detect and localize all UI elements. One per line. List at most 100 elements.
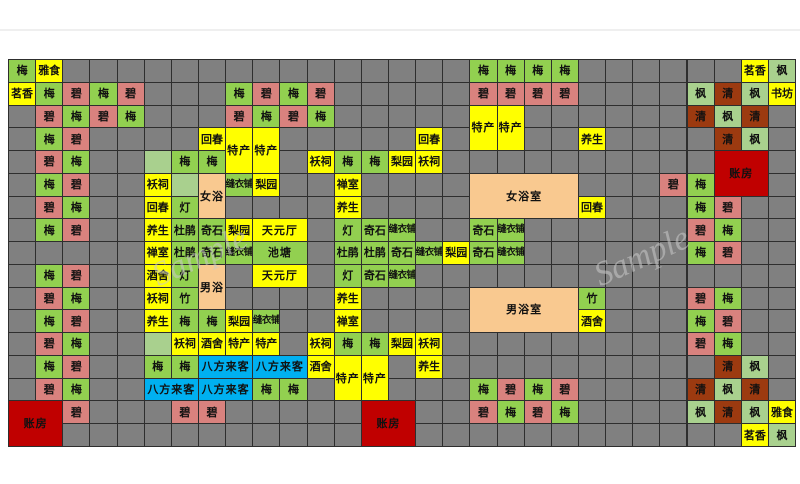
empty-cell[interactable] <box>659 241 688 265</box>
empty-cell[interactable] <box>415 263 444 288</box>
empty-cell[interactable] <box>577 400 607 425</box>
empty-cell[interactable] <box>415 104 444 129</box>
empty-cell[interactable] <box>659 400 688 425</box>
empty-cell[interactable] <box>197 104 227 129</box>
grid-cell[interactable]: 梅 <box>713 286 742 311</box>
empty-cell[interactable] <box>496 263 525 288</box>
grid-cell[interactable]: 梅 <box>62 377 91 402</box>
grid-cell[interactable]: 梨园 <box>442 241 471 265</box>
grid-cell[interactable]: 碧 <box>523 81 552 106</box>
empty-cell[interactable] <box>605 400 634 425</box>
grid-cell[interactable]: 梅 <box>62 104 91 129</box>
empty-cell[interactable] <box>116 423 145 447</box>
grid-cell[interactable]: 袄祠 <box>143 286 172 311</box>
empty-cell[interactable] <box>442 172 471 197</box>
grid-cell[interactable]: 清 <box>740 104 769 129</box>
grid-cell[interactable]: 茗香 <box>740 59 769 83</box>
empty-cell[interactable] <box>632 400 661 425</box>
empty-cell[interactable] <box>605 81 634 106</box>
empty-cell[interactable] <box>387 127 417 152</box>
empty-cell[interactable] <box>8 127 37 152</box>
grid-cell[interactable]: 梅 <box>252 377 281 402</box>
grid-cell[interactable]: 养生 <box>143 218 172 243</box>
grid-cell[interactable]: 梅 <box>523 377 552 402</box>
empty-cell[interactable] <box>116 400 145 425</box>
grid-cell[interactable]: 酒舍 <box>577 309 607 334</box>
grid-cell[interactable]: 男浴 <box>197 263 227 311</box>
empty-cell[interactable] <box>496 332 525 356</box>
empty-cell[interactable] <box>767 104 797 129</box>
grid-cell[interactable]: 梅 <box>550 400 579 425</box>
empty-cell[interactable] <box>170 81 199 106</box>
grid-cell[interactable]: 奇石 <box>197 241 227 265</box>
grid-cell[interactable]: 特产 <box>252 332 281 356</box>
empty-cell[interactable] <box>306 218 335 243</box>
empty-cell[interactable] <box>632 332 661 356</box>
grid-cell[interactable]: 碧 <box>62 127 91 152</box>
empty-cell[interactable] <box>577 218 607 243</box>
grid-cell[interactable]: 梅 <box>686 172 715 197</box>
empty-cell[interactable] <box>605 172 634 197</box>
empty-cell[interactable] <box>767 332 797 356</box>
empty-cell[interactable] <box>143 104 172 129</box>
grid-cell[interactable]: 梨园 <box>252 172 281 197</box>
empty-cell[interactable] <box>577 241 607 265</box>
empty-cell[interactable] <box>225 423 254 447</box>
grid-cell[interactable]: 奇石 <box>469 241 498 265</box>
grid-cell[interactable]: 禅室 <box>333 309 362 334</box>
empty-cell[interactable] <box>740 332 769 356</box>
grid-cell[interactable]: 梅 <box>360 332 389 356</box>
empty-cell[interactable] <box>387 195 417 220</box>
empty-cell[interactable] <box>116 377 145 402</box>
empty-cell[interactable] <box>442 377 471 402</box>
green-plot-cell[interactable] <box>143 150 172 174</box>
grid-cell[interactable]: 梨园 <box>387 332 417 356</box>
empty-cell[interactable] <box>740 195 769 220</box>
grid-cell[interactable]: 碧 <box>279 104 308 129</box>
empty-cell[interactable] <box>442 59 471 83</box>
grid-cell[interactable]: 枫 <box>740 127 769 152</box>
empty-cell[interactable] <box>415 286 444 311</box>
empty-cell[interactable] <box>252 286 281 311</box>
empty-cell[interactable] <box>333 127 362 152</box>
empty-cell[interactable] <box>116 218 145 243</box>
grid-cell[interactable]: 特产 <box>252 127 281 174</box>
empty-cell[interactable] <box>767 195 797 220</box>
empty-cell[interactable] <box>686 263 715 288</box>
empty-cell[interactable] <box>496 354 525 379</box>
empty-cell[interactable] <box>89 263 118 288</box>
empty-cell[interactable] <box>306 263 335 288</box>
empty-cell[interactable] <box>577 172 607 197</box>
empty-cell[interactable] <box>170 59 199 83</box>
grid-cell[interactable]: 梅 <box>62 332 91 356</box>
empty-cell[interactable] <box>767 150 797 174</box>
empty-cell[interactable] <box>8 377 37 402</box>
empty-cell[interactable] <box>116 332 145 356</box>
grid-cell[interactable]: 特产 <box>496 104 525 152</box>
grid-cell[interactable]: 枫 <box>740 354 769 379</box>
empty-cell[interactable] <box>415 400 444 425</box>
empty-cell[interactable] <box>306 286 335 311</box>
grid-cell[interactable]: 酒舍 <box>143 263 172 288</box>
empty-cell[interactable] <box>170 423 199 447</box>
empty-cell[interactable] <box>387 286 417 311</box>
empty-cell[interactable] <box>740 241 769 265</box>
empty-cell[interactable] <box>170 127 199 152</box>
grid-cell[interactable]: 缝衣铺 <box>225 172 254 197</box>
empty-cell[interactable] <box>415 59 444 83</box>
grid-cell[interactable]: 梅 <box>686 195 715 220</box>
empty-cell[interactable] <box>279 195 308 220</box>
empty-cell[interactable] <box>62 59 91 83</box>
empty-cell[interactable] <box>116 59 145 83</box>
empty-cell[interactable] <box>387 377 417 402</box>
grid-cell[interactable]: 梅 <box>170 354 199 379</box>
empty-cell[interactable] <box>605 59 634 83</box>
grid-cell[interactable]: 碧 <box>35 377 64 402</box>
empty-cell[interactable] <box>605 150 634 174</box>
empty-cell[interactable] <box>415 195 444 220</box>
grid-cell[interactable]: 缝衣铺 <box>496 218 525 243</box>
grid-cell[interactable]: 杜鹃 <box>333 241 362 265</box>
green-plot-cell[interactable] <box>170 172 199 197</box>
grid-cell[interactable]: 奇石 <box>469 218 498 243</box>
grid-cell[interactable]: 袄祠 <box>170 332 199 356</box>
